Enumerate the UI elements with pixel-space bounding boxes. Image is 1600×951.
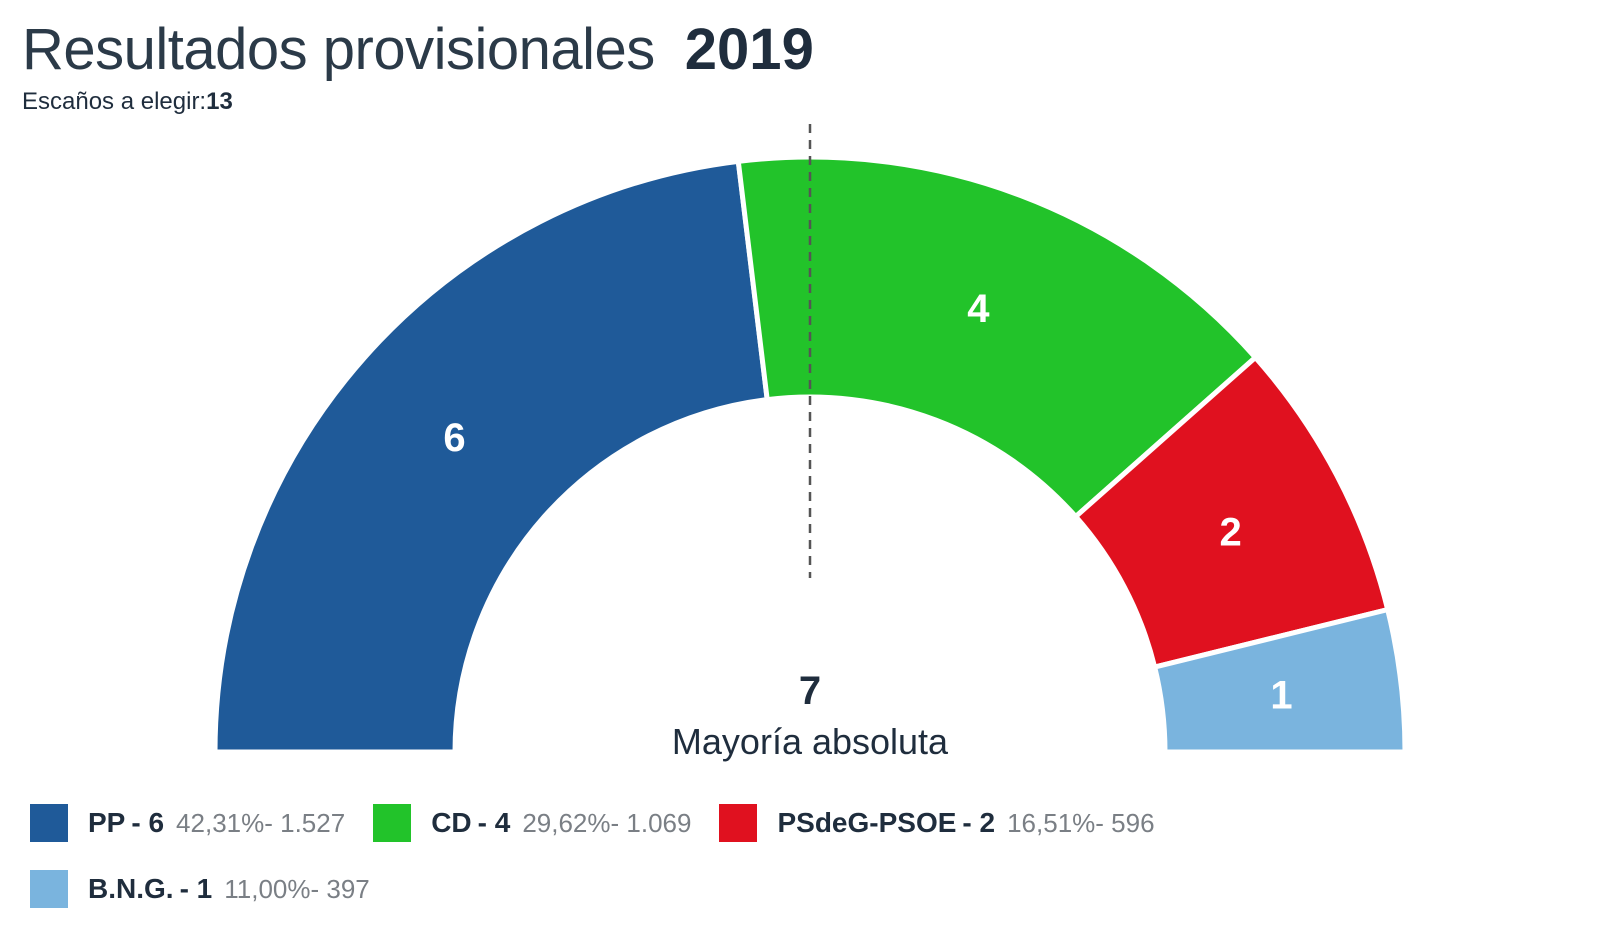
seat-count-label: 4 (967, 287, 990, 331)
seats-label: Escaños a elegir: (22, 88, 207, 115)
legend-row: B.N.G. - 1 11,00%- 397 (30, 856, 1290, 922)
legend-item-bng: B.N.G. - 1 11,00%- 397 (30, 870, 370, 908)
legend-swatch-psdeg-psoe (719, 804, 758, 842)
title-text: Resultados provisionales (22, 17, 655, 82)
seat-arc-b-n-g (1151, 606, 1408, 755)
legend-swatch-cd (373, 804, 412, 842)
seats-to-elect: Escaños a elegir:13 (22, 88, 233, 116)
legend-name: PP (88, 807, 126, 838)
legend-item-psdeg-psoe: PSdeG-PSOE - 2 16,51%- 596 (719, 804, 1155, 842)
title-year: 2019 (684, 17, 814, 82)
chart-title: Resultados provisionales 2019 (22, 14, 814, 86)
legend-detail: 11,00%- 397 (224, 873, 370, 904)
legend-name: PSdeG-PSOE (777, 807, 957, 838)
legend-swatch-bng (30, 870, 68, 908)
legend-name: B.N.G. (88, 873, 174, 904)
legend-row: PP - 6 42,31%- 1.527 CD - 4 29,62%- 1.06… (30, 790, 1290, 856)
legend-swatch-pp (30, 804, 68, 842)
legend: PP - 6 42,31%- 1.527 CD - 4 29,62%- 1.06… (30, 790, 1290, 922)
legend-seats: - 2 (962, 807, 996, 838)
legend-detail: 16,51%- 596 (1007, 807, 1155, 838)
seat-count-label: 1 (1270, 674, 1292, 718)
seats-total: 13 (206, 88, 233, 115)
legend-seats: - 4 (477, 807, 511, 838)
majority-value: 7 (799, 669, 821, 713)
legend-item-cd: CD - 4 29,62%- 1.069 (373, 804, 691, 842)
legend-seats: - 1 (179, 873, 213, 904)
seat-count-label: 6 (443, 416, 465, 460)
parliament-chart: 6 4 2 1 7 Mayoría absoluta (212, 124, 1408, 762)
legend-item-pp: PP - 6 42,31%- 1.527 (30, 804, 345, 842)
seat-arc-cd (735, 154, 1259, 521)
legend-detail: 42,31%- 1.527 (176, 807, 346, 838)
seat-arc-pp (212, 158, 770, 755)
majority-label: Mayoría absoluta (672, 721, 949, 762)
seat-count-label: 2 (1219, 510, 1241, 554)
legend-detail: 29,62%- 1.069 (522, 807, 692, 838)
seat-arcs: 6 4 2 1 (212, 154, 1408, 755)
legend-seats: - 6 (131, 807, 165, 838)
legend-name: CD (431, 807, 472, 838)
